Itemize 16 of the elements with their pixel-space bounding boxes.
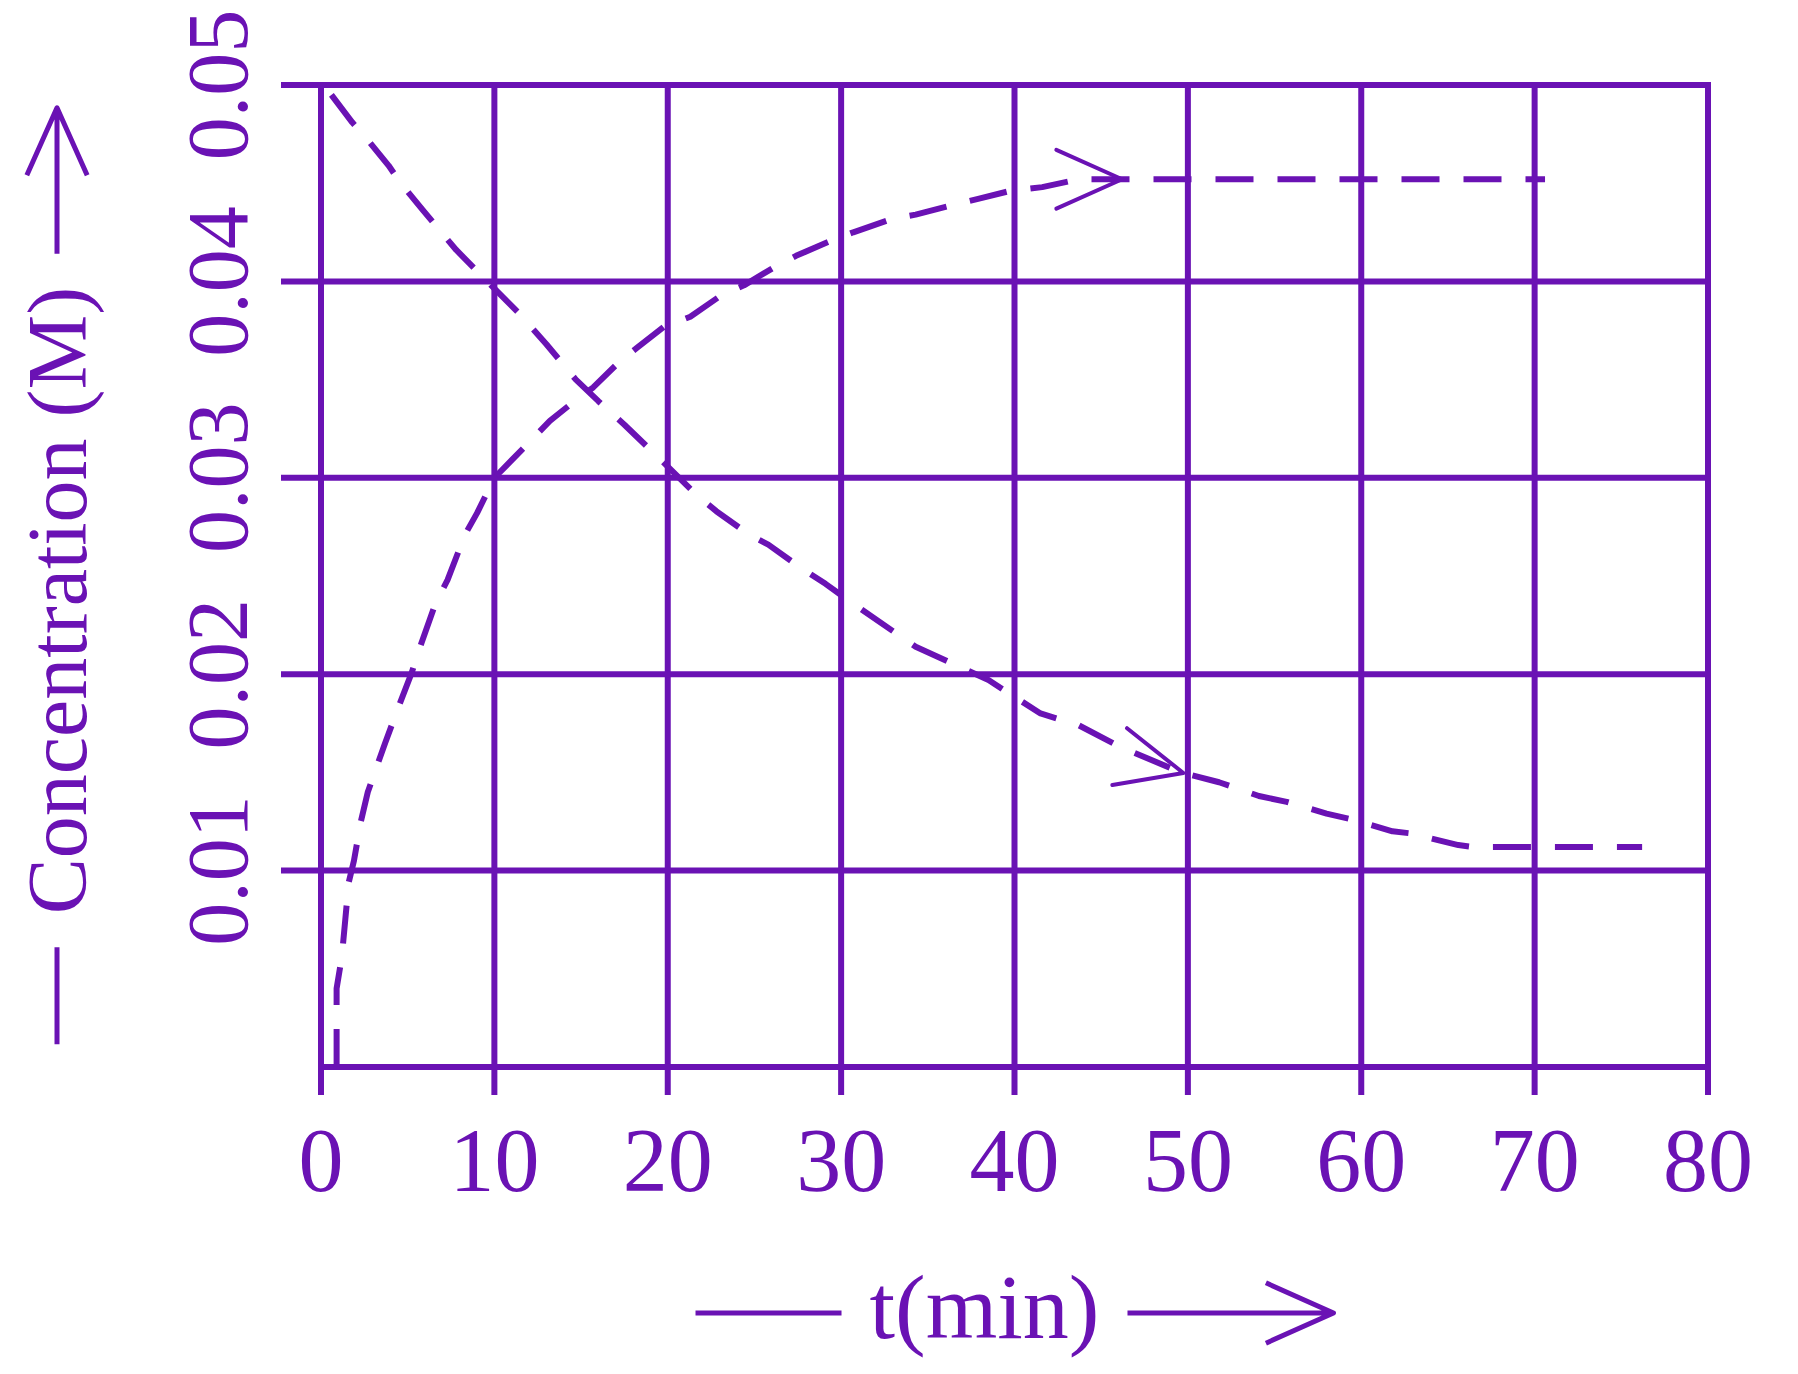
y-tick-label: 0.05 — [170, 9, 266, 161]
x-tick-label: 30 — [796, 1110, 887, 1210]
x-tick-label: 20 — [622, 1110, 713, 1210]
y-tick-label: 0.04 — [170, 206, 266, 357]
x-tick-label: 80 — [1663, 1110, 1753, 1210]
y-axis-title: Concentration (M) — [10, 286, 105, 915]
x-tick-label: 70 — [1489, 1110, 1580, 1210]
y-tick-label: 0.03 — [170, 402, 266, 554]
x-tick-label: 0 — [298, 1110, 344, 1210]
x-tick-label: 40 — [969, 1110, 1060, 1210]
x-tick-label: 50 — [1142, 1110, 1233, 1210]
x-axis-title: t(min) — [869, 1256, 1100, 1358]
y-tick-label: 0.01 — [170, 795, 266, 946]
x-tick-label: 10 — [449, 1110, 540, 1210]
y-tick-label: 0.02 — [170, 598, 266, 750]
x-tick-label: 60 — [1316, 1110, 1407, 1210]
